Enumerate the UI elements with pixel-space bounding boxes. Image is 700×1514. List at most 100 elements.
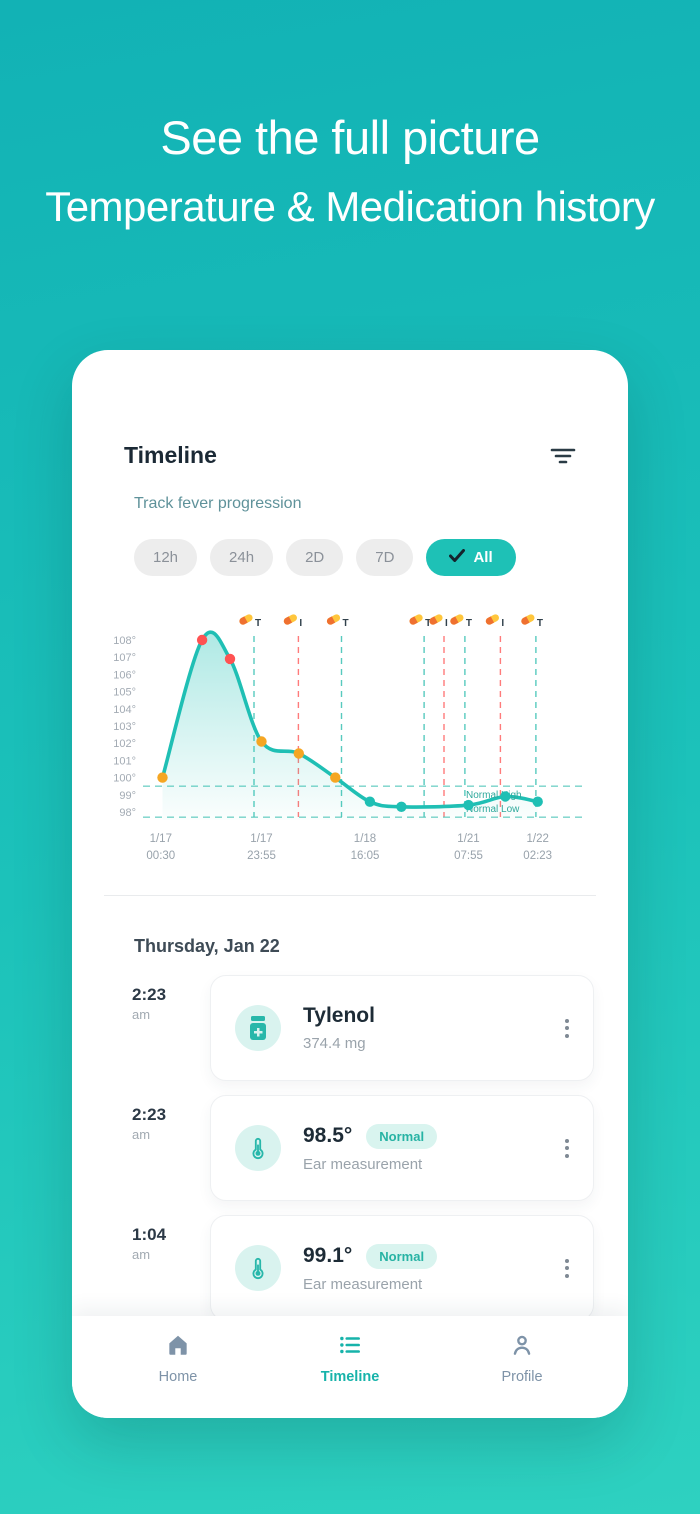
svg-text:98°: 98°: [119, 807, 136, 819]
fever-chart: 108° 107° 106° 105° 104° 103° 102° 101° 100° 99° 9…: [98, 612, 628, 875]
check-icon: [449, 549, 466, 566]
day-header: Thursday, Jan 22: [134, 936, 280, 956]
med-marker-pill-icon: T: [409, 614, 431, 629]
entry-subtitle: Ear measurement: [303, 1275, 423, 1293]
status-badge: Normal: [366, 1243, 438, 1269]
svg-text:107°: 107°: [113, 652, 136, 664]
svg-text:T: T: [255, 618, 261, 629]
entry-time: 2:23 am: [132, 975, 210, 1081]
home-icon: [165, 1332, 191, 1363]
svg-text:108°: 108°: [113, 635, 136, 647]
hero-heading: See the full picture Temperature & Medic…: [0, 110, 700, 231]
filter-chip-label: All: [473, 549, 493, 566]
medication-icon: [235, 1005, 281, 1051]
filter-chip-all[interactable]: All: [426, 539, 516, 576]
more-menu-icon[interactable]: [555, 1129, 579, 1168]
entry-time-value: 2:23: [132, 1105, 167, 1124]
more-menu-icon[interactable]: [555, 1249, 579, 1288]
svg-text:1/18: 1/18: [354, 833, 376, 845]
hero-line-1: See the full picture: [160, 111, 540, 164]
svg-text:07:55: 07:55: [454, 850, 483, 862]
svg-text:T: T: [466, 618, 472, 629]
svg-text:T: T: [537, 618, 543, 629]
filter-chip-2d[interactable]: 2D: [286, 539, 344, 576]
temperature-entry-card[interactable]: 98.5° Normal Ear measurement: [210, 1095, 594, 1201]
entry-title: Tylenol: [303, 1004, 375, 1027]
med-marker-pill-icon: I: [429, 614, 448, 629]
entry-time: 1:04 am: [132, 1215, 210, 1321]
svg-text:02:23: 02:23: [523, 850, 552, 862]
svg-text:99°: 99°: [119, 790, 136, 802]
entry-time-meridiem: am: [132, 1247, 151, 1262]
svg-text:105°: 105°: [113, 687, 136, 699]
svg-text:100°: 100°: [113, 773, 136, 785]
filter-chip-label: 12h: [153, 549, 179, 566]
nav-label: Home: [158, 1369, 198, 1385]
thermometer-icon: [235, 1245, 281, 1291]
entry-time-value: 2:23: [132, 985, 167, 1004]
svg-text:104°: 104°: [113, 704, 136, 716]
svg-text:I: I: [445, 618, 448, 629]
entry-time-meridiem: am: [132, 1007, 151, 1022]
svg-text:106°: 106°: [113, 669, 136, 681]
med-marker-pill-icon: I: [283, 614, 302, 629]
more-menu-icon[interactable]: [555, 1009, 579, 1048]
timeline-header: Timeline: [124, 442, 576, 469]
svg-text:Normal High: Normal High: [466, 790, 522, 801]
medication-entry-card[interactable]: Tylenol 374.4 mg: [210, 975, 594, 1081]
filter-chip-12h[interactable]: 12h: [134, 539, 198, 576]
entry-time-value: 1:04: [132, 1225, 167, 1244]
med-marker-pill-icon: I: [485, 614, 504, 629]
med-marker-pill-icon: T: [450, 614, 472, 629]
svg-text:103°: 103°: [113, 721, 136, 733]
entry-title: 98.5°: [303, 1124, 353, 1147]
entry-time: 2:23 am: [132, 1095, 210, 1201]
svg-text:101°: 101°: [113, 755, 136, 767]
entry-title: 99.1°: [303, 1244, 353, 1267]
page-title: Timeline: [124, 442, 217, 468]
fever-chart-svg: 108° 107° 106° 105° 104° 103° 102° 101° 100° 99° 9…: [113, 614, 587, 862]
svg-text:23:55: 23:55: [247, 850, 276, 862]
bottom-nav: Home Timeline Profile: [72, 1316, 628, 1418]
med-marker-pill-icon: T: [521, 614, 543, 629]
thermometer-icon: [235, 1125, 281, 1171]
entry-list: 2:23 am Tylenol 374.4 mg 2:23 am 98.5° Normal Ea…: [72, 975, 628, 1321]
svg-text:1/17: 1/17: [250, 833, 272, 845]
entry-subtitle: Ear measurement: [303, 1155, 423, 1173]
svg-text:I: I: [299, 618, 302, 629]
svg-text:16:05: 16:05: [351, 850, 380, 862]
svg-text:1/22: 1/22: [527, 833, 549, 845]
nav-item-home[interactable]: Home: [92, 1316, 264, 1418]
status-badge: Normal: [366, 1123, 438, 1149]
svg-text:T: T: [343, 618, 349, 629]
section-divider: [104, 895, 596, 896]
filter-chip-24h[interactable]: 24h: [210, 539, 274, 576]
filter-chip-label: 24h: [229, 549, 255, 566]
chart-subtitle: Track fever progression: [134, 495, 302, 512]
svg-text:T: T: [425, 618, 431, 629]
filter-chip-label: 7D: [375, 549, 395, 566]
filter-chips: 12h 24h 2D 7D All: [134, 539, 628, 576]
svg-text:1/17: 1/17: [150, 833, 172, 845]
timeline-icon: [337, 1332, 363, 1363]
svg-text:1/21: 1/21: [457, 833, 479, 845]
nav-label: Profile: [501, 1369, 543, 1385]
hero-line-2: Temperature & Medication history: [45, 183, 655, 230]
profile-icon: [509, 1332, 535, 1363]
nav-item-profile[interactable]: Profile: [436, 1316, 608, 1418]
svg-text:00:30: 00:30: [146, 850, 175, 862]
entry-time-meridiem: am: [132, 1127, 151, 1142]
nav-item-timeline[interactable]: Timeline: [264, 1316, 436, 1418]
svg-text:Normal Low: Normal Low: [466, 804, 520, 815]
timeline-entry: 2:23 am Tylenol 374.4 mg: [72, 975, 628, 1081]
timeline-entry: 1:04 am 99.1° Normal Ear measurement: [72, 1215, 628, 1321]
timeline-entry: 2:23 am 98.5° Normal Ear measurement: [72, 1095, 628, 1201]
temperature-entry-card[interactable]: 99.1° Normal Ear measurement: [210, 1215, 594, 1321]
svg-text:102°: 102°: [113, 738, 136, 750]
med-marker-pill-icon: T: [326, 614, 349, 629]
filter-chip-7d[interactable]: 7D: [356, 539, 414, 576]
nav-label: Timeline: [320, 1369, 380, 1385]
filter-icon[interactable]: [550, 445, 576, 467]
app-card: Timeline Track fever progression 12h 24h 2…: [72, 350, 628, 1418]
entry-subtitle: 374.4 mg: [303, 1035, 366, 1052]
